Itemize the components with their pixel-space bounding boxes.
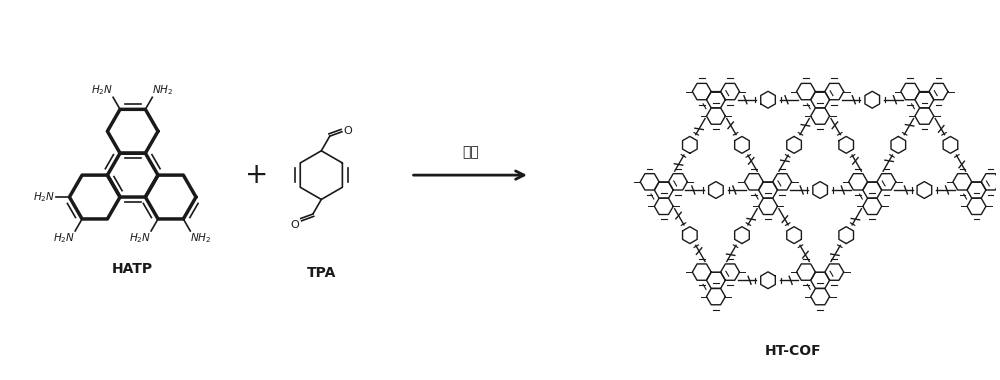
Text: $NH_2$: $NH_2$ bbox=[190, 231, 212, 245]
Text: $H_2N$: $H_2N$ bbox=[91, 84, 113, 97]
Text: $H_2N$: $H_2N$ bbox=[33, 190, 56, 204]
Text: $H_2N$: $H_2N$ bbox=[53, 231, 75, 245]
Text: $H_2N$: $H_2N$ bbox=[129, 231, 151, 245]
Text: 乙酸: 乙酸 bbox=[462, 145, 479, 159]
Text: $NH_2$: $NH_2$ bbox=[152, 84, 174, 97]
Text: TPA: TPA bbox=[307, 266, 336, 280]
Text: +: + bbox=[245, 161, 268, 189]
Text: O: O bbox=[344, 126, 353, 136]
Text: HT-COF: HT-COF bbox=[765, 344, 821, 358]
Text: O: O bbox=[290, 220, 299, 230]
Text: HATP: HATP bbox=[112, 263, 153, 277]
